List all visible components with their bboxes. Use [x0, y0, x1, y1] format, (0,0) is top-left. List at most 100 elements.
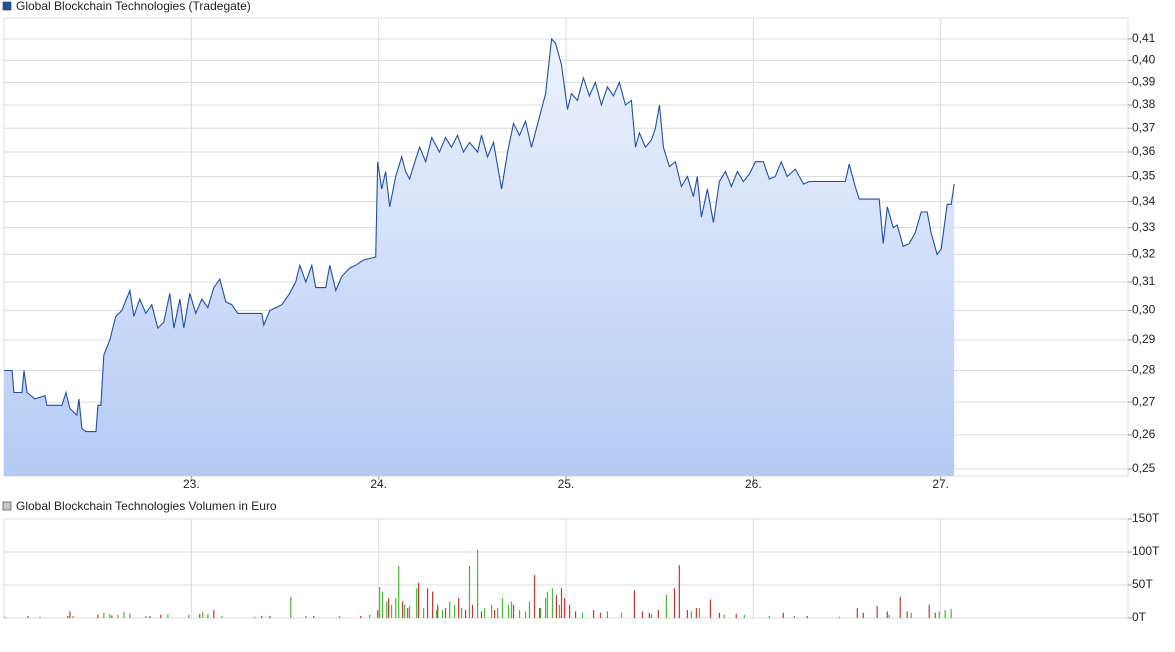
volume-bar — [117, 614, 119, 618]
volume-bar — [435, 610, 438, 618]
x-tick-label: 23. — [183, 477, 200, 491]
volume-bar — [213, 610, 215, 618]
volume-bar — [906, 611, 908, 618]
volume-bar — [313, 616, 315, 618]
volume-bar — [633, 590, 635, 618]
volume-bar — [202, 612, 204, 618]
y-tick-label: 0,37 — [1132, 120, 1156, 134]
volume-bar — [888, 614, 890, 618]
volume-bar — [665, 594, 668, 618]
volume-bar — [461, 608, 463, 618]
volume-bar — [160, 614, 162, 618]
volume-bar — [568, 604, 571, 618]
volume-bar — [67, 616, 69, 618]
volume-bar — [950, 608, 952, 618]
volume-bar — [544, 598, 547, 618]
volume-bar — [862, 612, 864, 618]
y-tick-label: 0,25 — [1132, 461, 1156, 475]
y-tick-label: 0,34 — [1132, 194, 1156, 208]
volume-bar — [97, 614, 99, 618]
volume-bar — [27, 616, 29, 618]
volume-bar — [793, 616, 795, 618]
volume-bar — [574, 611, 577, 618]
volume-bar — [551, 588, 554, 618]
volume-bar — [512, 604, 515, 618]
volume-bar — [416, 588, 418, 618]
volume-bar — [650, 614, 653, 618]
volume-bar — [899, 596, 901, 618]
volume-bar — [261, 616, 263, 618]
x-tick-label: 24. — [370, 477, 387, 491]
y-tick-label: 0,40 — [1132, 53, 1156, 67]
volume-bar — [441, 610, 444, 618]
price-legend-swatch — [2, 1, 12, 11]
volume-bar — [4, 616, 6, 618]
volume-bar — [437, 604, 439, 618]
y-tick-label: 0,28 — [1132, 363, 1156, 377]
volume-bar — [910, 612, 912, 618]
volume-bar — [657, 610, 659, 618]
volume-bar — [458, 598, 460, 618]
y-tick-label: 0,32 — [1132, 247, 1156, 261]
y-tick-label: 0,33 — [1132, 220, 1156, 234]
volume-bar — [167, 614, 169, 618]
volume-bar — [398, 565, 400, 618]
volume-bar — [928, 604, 930, 618]
volume-bar — [103, 612, 105, 618]
volume-bar — [464, 610, 467, 618]
volume-bar — [876, 606, 878, 618]
x-tick-label: 26. — [745, 477, 762, 491]
volume-bar — [768, 616, 770, 618]
y-tick-label: 0T — [1132, 610, 1147, 624]
volume-bar — [518, 610, 521, 618]
volume-bar — [468, 565, 471, 618]
volume-bar — [838, 616, 840, 618]
volume-bar — [620, 612, 623, 618]
volume-bar — [221, 616, 223, 618]
volume-bar — [207, 614, 209, 618]
volume-bar — [690, 611, 692, 618]
volume-bar — [453, 604, 456, 618]
y-tick-label: 0,31 — [1132, 274, 1156, 288]
volume-bar — [483, 608, 486, 618]
volume-bar — [510, 601, 513, 618]
price-area — [4, 38, 955, 477]
y-tick-label: 100T — [1132, 544, 1160, 558]
y-tick-label: 0,35 — [1132, 169, 1156, 183]
volume-bar — [698, 608, 700, 618]
volume-bar — [507, 604, 510, 618]
y-tick-label: 0,30 — [1132, 303, 1156, 317]
volume-bar — [558, 604, 561, 618]
volume-bar — [524, 611, 527, 618]
volume-bar — [444, 608, 447, 618]
volume-bar — [599, 612, 602, 618]
y-tick-label: 0,36 — [1132, 144, 1156, 158]
volume-bar — [533, 575, 536, 618]
volume-bar — [390, 604, 393, 618]
price-line — [4, 37, 955, 433]
volume-bar — [563, 598, 566, 618]
volume-bar — [395, 598, 397, 618]
volume-bar — [480, 611, 483, 618]
x-tick-label: 25. — [558, 477, 575, 491]
volume-bar — [606, 611, 609, 618]
volume-bar — [369, 614, 371, 618]
volume-bar — [69, 611, 71, 618]
volume-bar — [290, 596, 292, 618]
volume-bar — [546, 591, 549, 618]
y-tick-label: 0,39 — [1132, 75, 1156, 89]
volume-bar — [581, 612, 584, 618]
volume-bar — [423, 608, 425, 618]
volume-bar — [735, 614, 737, 618]
volume-bar — [538, 608, 541, 618]
volume-bar — [678, 565, 680, 618]
volume-bar — [129, 613, 131, 618]
volume-bar — [938, 611, 940, 618]
volume-bar — [72, 616, 74, 618]
volume-bar — [386, 601, 388, 618]
volume-bar — [723, 614, 725, 618]
volume-bar — [856, 608, 858, 618]
volume-bar — [426, 588, 429, 618]
y-tick-label: 0,26 — [1132, 427, 1156, 441]
